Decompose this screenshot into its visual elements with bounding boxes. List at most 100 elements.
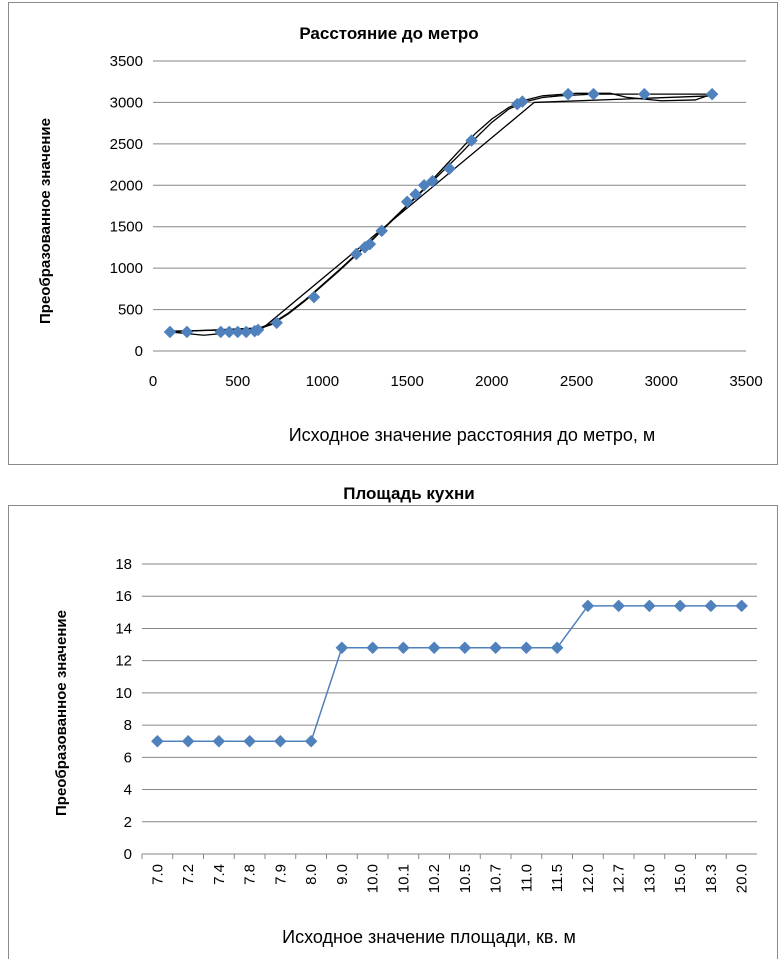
chart2-data-point bbox=[243, 734, 256, 748]
chart2-data-point bbox=[612, 599, 625, 613]
chart2-data-point bbox=[581, 599, 595, 613]
chart1-data-point bbox=[375, 224, 389, 238]
chart2-x-tick-label: 10.7 bbox=[488, 864, 505, 893]
chart1-x-tick-label: 2500 bbox=[560, 373, 593, 390]
chart2-data-point bbox=[212, 734, 226, 748]
chart2-y-tick-label: 2 bbox=[124, 814, 132, 831]
chart2-x-tick-label: 11.5 bbox=[549, 864, 566, 892]
chart1-data-point bbox=[363, 237, 377, 251]
chart2-x-tick-label: 20.0 bbox=[734, 864, 751, 893]
chart2-data-point bbox=[550, 641, 564, 655]
chart1-x-tick-label: 3000 bbox=[645, 373, 678, 390]
chart2-x-tick-label: 12.0 bbox=[580, 864, 597, 893]
chart2-y-tick-label: 14 bbox=[115, 620, 132, 637]
chart2-x-tick-label: 13.0 bbox=[641, 864, 658, 893]
chart2-data-point bbox=[304, 734, 318, 748]
chart1-y-tick-label: 500 bbox=[118, 302, 143, 319]
chart1-title: Расстояние до метро bbox=[299, 24, 478, 43]
chart2-data-point bbox=[735, 599, 748, 613]
chart1-y-tick-label: 1500 bbox=[110, 219, 143, 236]
chart1-data-point bbox=[163, 325, 177, 339]
chart1-data-point bbox=[270, 316, 284, 330]
chart1-y-tick-label: 2000 bbox=[110, 177, 143, 194]
chart1-fit-curve bbox=[169, 95, 713, 333]
chart2-x-tick-label: 7.8 bbox=[242, 864, 259, 885]
chart1-data-point bbox=[465, 134, 478, 147]
chart2-x-tick-label: 18.3 bbox=[703, 864, 720, 893]
chart2-x-tick-label: 11.0 bbox=[518, 864, 535, 892]
chart1-data-point bbox=[307, 290, 321, 304]
chart1-data-point bbox=[587, 87, 600, 101]
chart1-y-tick-label: 1000 bbox=[110, 260, 143, 277]
chart1-fit-curve bbox=[169, 93, 713, 332]
chart2-y-tick-label: 4 bbox=[124, 782, 132, 799]
chart2-series-line bbox=[157, 605, 742, 742]
chart2-data-point bbox=[520, 641, 533, 655]
chart1-data-point bbox=[214, 325, 228, 339]
chart2-y-tick-label: 8 bbox=[124, 717, 132, 734]
chart1-data-point bbox=[400, 195, 414, 209]
chart1-data-point bbox=[222, 325, 236, 339]
chart1-data-point bbox=[180, 325, 194, 339]
chart2-x-tick-label: 12.7 bbox=[611, 864, 628, 893]
chart2-data-point bbox=[489, 641, 502, 655]
chart1-data-point bbox=[705, 87, 719, 101]
chart2-x-tick-label: 10.1 bbox=[395, 864, 412, 893]
chart1-y-tick-label: 2500 bbox=[110, 136, 143, 153]
chart2-data-point bbox=[704, 599, 718, 613]
chart2-x-tick-label: 7.2 bbox=[180, 864, 197, 885]
chart2-y-axis-title: Преобразованное значение bbox=[53, 610, 70, 816]
chart2-data-point bbox=[427, 641, 441, 655]
chart2-x-tick-label: 7.0 bbox=[149, 864, 166, 885]
chart2-data-point bbox=[274, 734, 287, 748]
chart2-y-tick-label: 10 bbox=[115, 685, 132, 702]
chart2-svg: 0 2 4 6 8 10 12 14 16 18 7.0 7.2 7.4 7.8 7.9 8.0 9.0 10.… bbox=[53, 556, 757, 947]
chart2-x-axis-title: Исходное значение площади, кв. м bbox=[282, 927, 576, 947]
chart1-y-tick-label: 3000 bbox=[110, 94, 143, 111]
chart1-y-tick-label: 3500 bbox=[110, 53, 143, 70]
chart2-y-tick-label: 16 bbox=[115, 588, 132, 605]
chart2-data-point bbox=[397, 641, 410, 655]
chart2-data-point bbox=[335, 641, 349, 655]
chart1-x-tick-label: 1000 bbox=[306, 373, 339, 390]
chart2-data-point bbox=[151, 734, 164, 748]
chart2-y-tick-label: 0 bbox=[124, 846, 132, 863]
chart-distance-to-metro: Расстояние до метро 0 500 1000 1500 2000 2500… bbox=[8, 2, 778, 465]
chart2-y-tick-label: 18 bbox=[115, 556, 132, 573]
chart2-title-area: Площадь кухни bbox=[343, 484, 475, 503]
chart1-data-point bbox=[426, 174, 439, 188]
chart2-data-point bbox=[458, 641, 472, 655]
chart1-x-tick-label: 2000 bbox=[475, 373, 508, 390]
chart1-y-axis-title: Преобразованное значение bbox=[37, 118, 54, 324]
chart2-data-point bbox=[181, 734, 195, 748]
chart1-data-point bbox=[561, 87, 575, 101]
chart2-y-tick-label: 12 bbox=[115, 653, 132, 670]
chart2-x-tick-label: 7.9 bbox=[272, 864, 289, 885]
chart2-y-tick-label: 6 bbox=[124, 749, 132, 766]
chart2-title: Площадь кухни bbox=[343, 484, 475, 503]
chart1-y-tick-label: 0 bbox=[135, 343, 143, 360]
chart1-x-tick-label: 500 bbox=[225, 373, 250, 390]
chart1-x-tick-label: 3500 bbox=[729, 373, 762, 390]
chart2-x-tick-label: 10.0 bbox=[365, 864, 382, 893]
chart2-data-point bbox=[366, 641, 379, 655]
chart2-x-tick-label: 10.2 bbox=[426, 864, 443, 893]
chart2-x-tick-label: 8.0 bbox=[303, 864, 320, 885]
chart1-data-point bbox=[443, 162, 456, 176]
chart1-data-point bbox=[409, 188, 422, 201]
chart1-data-point bbox=[417, 178, 431, 192]
chart2-x-tick-label: 9.0 bbox=[334, 864, 351, 885]
chart2-x-tick-label: 10.5 bbox=[457, 864, 474, 893]
chart1-svg: Расстояние до метро 0 500 1000 1500 2000 2500… bbox=[37, 24, 763, 445]
chart1-data-point bbox=[231, 325, 245, 339]
chart2-x-tick-label: 15.0 bbox=[672, 864, 689, 893]
chart1-data-point bbox=[637, 87, 651, 101]
chart-kitchen-area: 0 2 4 6 8 10 12 14 16 18 7.0 7.2 7.4 7.8 7.9 8.0 9.0 10.… bbox=[8, 505, 778, 959]
chart1-data-point bbox=[516, 95, 529, 108]
chart2-data-point bbox=[673, 599, 687, 613]
chart2-data-point bbox=[643, 599, 656, 613]
chart2-x-tick-label: 7.4 bbox=[211, 864, 228, 885]
chart1-x-tick-label: 0 bbox=[149, 373, 157, 390]
chart1-data-point bbox=[349, 247, 363, 261]
chart1-data-point bbox=[251, 323, 265, 337]
